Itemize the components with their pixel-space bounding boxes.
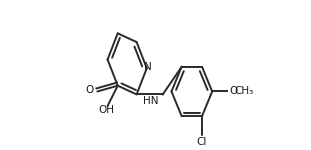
Text: O: O: [229, 87, 237, 96]
Text: Cl: Cl: [197, 136, 207, 147]
Text: N: N: [144, 62, 151, 72]
Text: CH₃: CH₃: [235, 87, 254, 96]
Text: O: O: [86, 85, 94, 95]
Text: OH: OH: [98, 105, 114, 115]
Text: HN: HN: [143, 96, 158, 106]
